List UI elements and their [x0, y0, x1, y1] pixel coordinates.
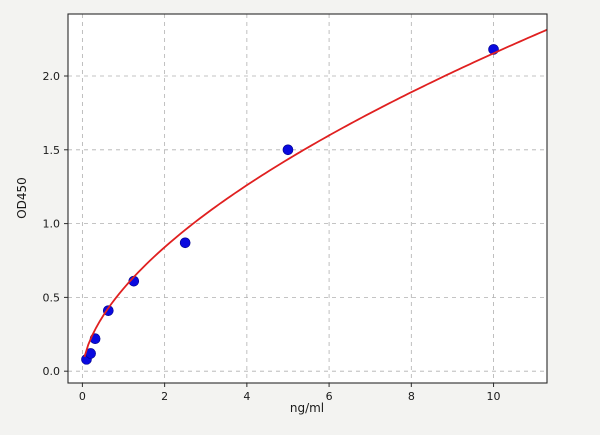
- x-tick-label: 4: [243, 390, 250, 403]
- plot-background: [68, 14, 547, 383]
- x-tick-label: 2: [161, 390, 168, 403]
- x-axis-label: ng/ml: [290, 401, 324, 415]
- x-tick-label: 6: [326, 390, 333, 403]
- y-tick-label: 0.0: [43, 365, 61, 378]
- x-tick-label: 10: [487, 390, 501, 403]
- x-tick-label: 8: [408, 390, 415, 403]
- data-point: [282, 144, 294, 156]
- fit-curve-path: [83, 28, 548, 358]
- x-tick-label: 0: [79, 390, 86, 403]
- y-tick-label: 1.0: [43, 218, 61, 231]
- y-tick-label: 1.5: [43, 144, 61, 157]
- data-point: [179, 237, 191, 249]
- y-tick-label: 0.5: [43, 291, 61, 304]
- y-tick-label: 2.0: [43, 70, 61, 83]
- plot-border: [67, 13, 548, 384]
- y-axis-label: OD450: [15, 177, 29, 219]
